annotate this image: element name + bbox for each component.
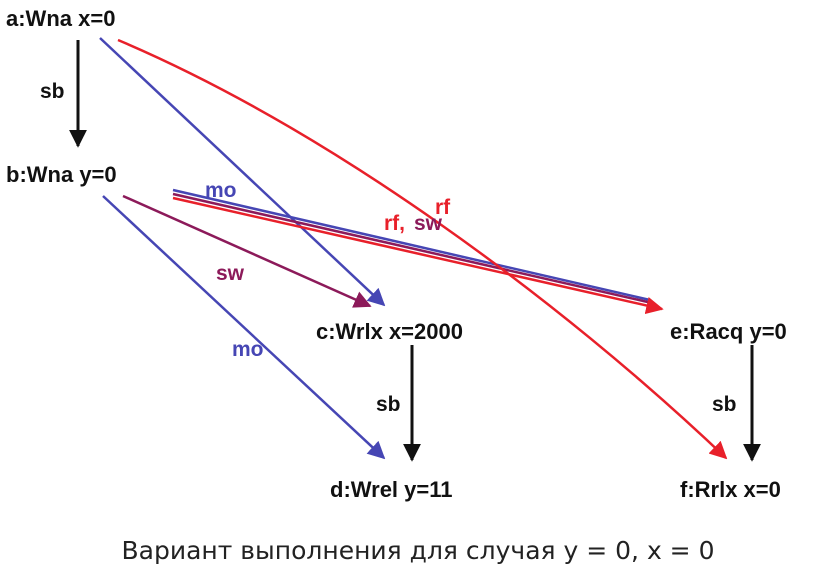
node-c: c:Wrlx x=2000: [316, 319, 463, 344]
label-sw-b-e: sw: [414, 212, 443, 235]
label-sb-a-b: sb: [40, 80, 65, 103]
label-mo-b-e: mo: [205, 179, 237, 202]
label-rf-b-e: rf,: [384, 212, 405, 235]
node-a: a:Wna x=0: [6, 6, 115, 31]
edge-mo-a-c: [99, 37, 386, 307]
figure-caption: Вариант выполнения для случая y = 0, x =…: [122, 536, 715, 565]
edge-sw-b-c: [122, 194, 372, 308]
label-rf-a-f: rf: [435, 196, 451, 219]
label-sb-e-f: sb: [712, 393, 737, 416]
node-b: b:Wna y=0: [6, 162, 117, 187]
label-sw-b-c: sw: [216, 262, 245, 285]
edge-rf-b-e: [172, 196, 664, 315]
node-e: e:Racq y=0: [670, 319, 787, 344]
label-sb-c-d: sb: [376, 393, 401, 416]
label-mo-b-d: mo: [232, 338, 264, 361]
edge-mo-b-e: [172, 188, 651, 302]
edge-sw-b-e: [172, 192, 653, 305]
edge-mo-b-d: [102, 195, 386, 460]
edge-rf-a-f: [117, 38, 728, 460]
node-f: f:Rrlx x=0: [680, 477, 781, 502]
node-d: d:Wrel y=11: [330, 477, 453, 502]
